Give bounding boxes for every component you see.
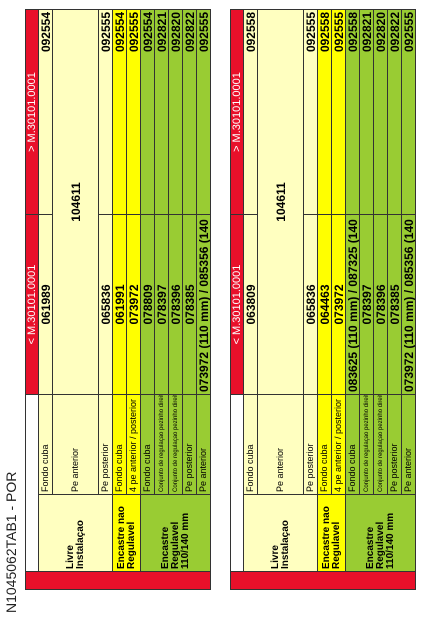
group-label: Livre Instalaçao (38, 494, 113, 572)
part-code: 104611 (257, 9, 304, 395)
item-row: Encastre nao Regulavel Fondo cuba 061991 09… (112, 9, 141, 590)
part-code: 092821 (359, 9, 374, 215)
part-code: 078385 (182, 214, 197, 395)
part-code: 065836 (303, 214, 318, 395)
item-name: Pe posterior (387, 394, 402, 495)
item-name: Pe posterior (303, 394, 318, 495)
item-name: Pe anterior (52, 394, 99, 495)
part-code: 078397 (359, 214, 374, 395)
item-row: Encastre Regulavel 110/140 mm Fondo cuba 0… (140, 9, 211, 590)
part-code: 092821 (154, 9, 169, 215)
part-code: 078385 (387, 214, 402, 395)
item-row: Encastre nao Regulavel Fondo cuba 064463 09… (317, 9, 346, 590)
part-code: 078397 (154, 214, 169, 395)
column-header: > M.30101.0001 (25, 9, 39, 215)
item-name: Conjunto de regulaçao pezinho direito sx (168, 394, 183, 495)
part-code: 061989 (38, 214, 53, 395)
header-row: LVS 45 CM < M.30101.0001> M.30101.0001 (230, 9, 416, 590)
part-code: 061991 (112, 214, 127, 395)
part-code: 092555 (98, 9, 113, 215)
group-label: Livre Instalaçao (243, 494, 318, 572)
part-code: 078396 (168, 214, 183, 395)
part-code: 092820 (168, 9, 183, 215)
item-name: Pe posterior (182, 394, 197, 495)
part-code: 092558 (243, 9, 258, 215)
part-code: 092555 (401, 9, 416, 215)
item-name: 4 pe anterior / posterior (331, 394, 346, 495)
item-name: Fondo cuba (112, 394, 127, 495)
part-code: 063809 (243, 214, 258, 395)
part-code: 073972 (126, 214, 141, 395)
size-band: LVS 60 CM (25, 571, 211, 590)
group-label: Encastre Regulavel 110/140 mm (140, 494, 211, 572)
part-code: 065836 (98, 214, 113, 395)
part-code: 092822 (387, 9, 402, 215)
item-name: 4 pe anterior / posterior (126, 394, 141, 495)
part-code: 073972 (110 mm) / 085356 (140 mm) (401, 214, 416, 395)
part-code: 092822 (182, 9, 197, 215)
item-name: Fondo cuba (243, 394, 258, 495)
item-name: Fondo cuba (317, 394, 332, 495)
item-name: Pe posterior (98, 394, 113, 495)
blank-cell (230, 394, 244, 572)
item-name: Pe anterior (401, 394, 416, 495)
part-code: 092554 (140, 9, 155, 215)
part-code: 092554 (38, 9, 53, 215)
item-name: Fondo cuba (38, 394, 53, 495)
item-name: Pe anterior (257, 394, 304, 495)
part-code: 092555 (331, 9, 346, 215)
part-code: 092558 (317, 9, 332, 215)
part-code: 092555 (196, 9, 211, 215)
item-row: Livre Instalaçao Fondo cuba 061989 092554 (38, 9, 113, 590)
item-name: Pe anterior (196, 394, 211, 495)
part-code: 092558 (345, 9, 360, 215)
parts-table: LVS 45 CM< M.30101.0001> M.30101.0001Liv… (230, 9, 416, 590)
item-name: Conjunto de regulaçao pezinho direito dx (154, 394, 169, 495)
parts-table: LVS 60 CM< M.30101.0001> M.30101.0001Liv… (25, 9, 211, 590)
column-header: > M.30101.0001 (230, 9, 244, 215)
item-name: Fondo cuba (140, 394, 155, 495)
blank-cell (25, 394, 39, 572)
part-code: 092554 (112, 9, 127, 215)
item-name: Conjunto de regulaçao pezinho direito sx (373, 394, 388, 495)
column-header: < M.30101.0001 (230, 214, 244, 395)
item-row: Encastre Regulavel 110/140 mm Fondo cuba 0… (345, 9, 416, 590)
sheet-title: N1045062TAB1 - POR (3, 471, 19, 613)
header-row: LVS 60 CM < M.30101.0001> M.30101.0001 (25, 9, 211, 590)
part-code: 092820 (373, 9, 388, 215)
item-name: Fondo cuba (345, 394, 360, 495)
group-label: Encastre nao Regulavel (112, 494, 141, 572)
part-code: 073972 (331, 214, 346, 395)
part-code: 064463 (317, 214, 332, 395)
part-code: 083625 (110 mm) / 087325 (140 mm) (345, 214, 360, 395)
part-code: 092555 (303, 9, 318, 215)
part-code: 078396 (373, 214, 388, 395)
column-header: < M.30101.0001 (25, 214, 39, 395)
item-name: Conjunto de regulaçao pezinho direito dx (359, 394, 374, 495)
part-code: 073972 (110 mm) / 085356 (140 mm) (196, 214, 211, 395)
size-band: LVS 45 CM (230, 571, 416, 590)
group-label: Encastre Regulavel 110/140 mm (345, 494, 416, 572)
part-code: 104611 (52, 9, 99, 395)
part-code: 092555 (126, 9, 141, 215)
item-row: Livre Instalaçao Fondo cuba 063809 092558 (243, 9, 318, 590)
group-label: Encastre nao Regulavel (317, 494, 346, 572)
part-code: 078809 (140, 214, 155, 395)
